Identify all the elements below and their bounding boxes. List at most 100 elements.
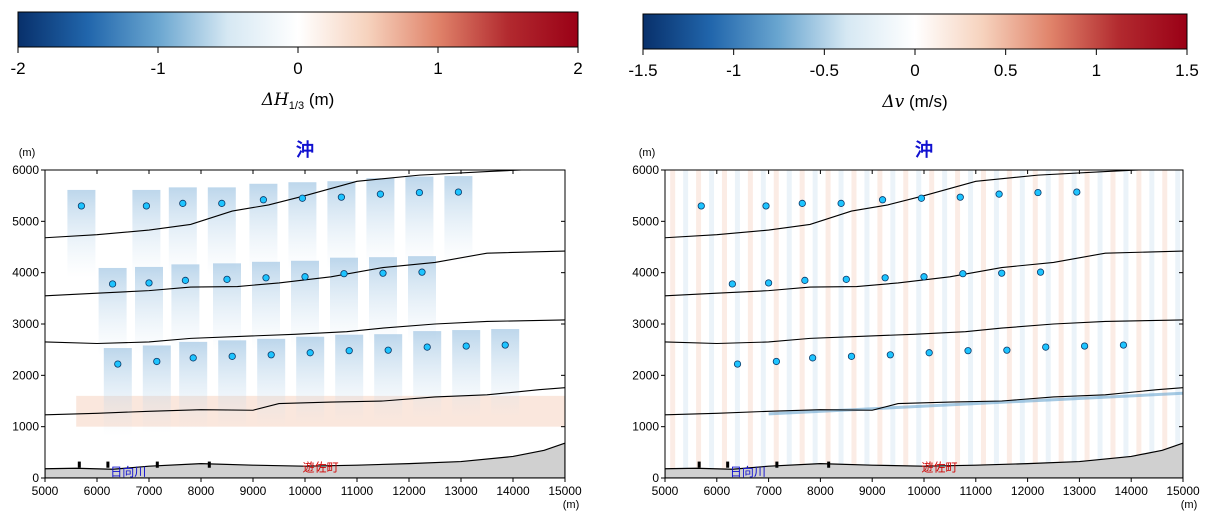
- turbine-marker: [153, 357, 161, 366]
- velocity-streak: [786, 170, 792, 478]
- velocity-streak: [1084, 170, 1090, 478]
- x-tick-label: 13000: [1063, 484, 1097, 498]
- velocity-streak: [683, 170, 689, 478]
- y-unit-label: (m): [19, 147, 36, 159]
- turbine-marker: [1119, 341, 1128, 349]
- colorbar-tick-label: 0.5: [994, 61, 1018, 80]
- turbine-marker: [925, 349, 933, 357]
- x-tick-label: 8000: [807, 484, 834, 498]
- y-tick-label: 4000: [12, 266, 39, 280]
- turbine-marker: [801, 276, 809, 284]
- velocity-streak: [890, 170, 896, 478]
- velocity-streak: [1123, 170, 1129, 478]
- x-axis: 5000 6000 7000 8000 9000 10000 11000 12000 13000…: [32, 170, 582, 511]
- colorbar-tick-label: -1: [726, 61, 741, 80]
- turbine-marker: [733, 360, 742, 368]
- velocity-streak: [799, 170, 805, 478]
- turbine-marker: [423, 343, 431, 351]
- panel-2: -1.5 -1 -0.5 0 0.5 1 1.5 Δv (m/s) 日向川 遊佐町 5000 6000…: [628, 13, 1200, 511]
- turbine-marker: [306, 349, 314, 357]
- turbine-marker: [878, 196, 887, 204]
- velocity-streak: [980, 170, 986, 478]
- turbine-marker: [145, 279, 153, 287]
- map-background: [665, 170, 1183, 478]
- turbine-marker: [1034, 188, 1042, 197]
- velocity-streak: [734, 170, 740, 478]
- colorbar-gradient: [642, 13, 1188, 50]
- velocity-streak: [1175, 170, 1181, 478]
- colorbar-tick-label: 1: [1092, 61, 1101, 80]
- depth-contour: [45, 250, 565, 297]
- velocity-streak: [1032, 170, 1038, 478]
- turbine-marker: [298, 194, 306, 202]
- x-axis: 5000 6000 7000 8000 9000 10000 11000 12000 13000…: [652, 170, 1200, 511]
- pier-structure: [207, 461, 211, 468]
- y-tick-label: 2000: [12, 368, 39, 382]
- turbine-marker: [223, 275, 231, 283]
- turbine-marker: [809, 354, 817, 362]
- velocity-streak: [1136, 170, 1142, 478]
- depth-contour: [45, 319, 565, 345]
- colorbar-label: Δv (m/s): [881, 92, 947, 112]
- y-unit-label: (m): [639, 147, 656, 159]
- turbine-marker: [384, 346, 392, 354]
- x-tick-label: 13000: [444, 484, 478, 498]
- turbine-marker: [886, 351, 894, 359]
- difference-field: [670, 170, 1183, 478]
- panel-1: -2 -1 0 1 2 ΔH1/3 (m) 日向川 遊佐町 5000 6000 7000 8000 90…: [10, 11, 583, 511]
- turbine-marker: [881, 274, 889, 282]
- turbine-marker: [77, 202, 86, 210]
- turbine-marker: [142, 202, 150, 210]
- turbine-marker: [1042, 343, 1050, 351]
- offshore-label: 沖: [915, 139, 933, 161]
- velocity-streak: [1162, 170, 1168, 478]
- turbine-marker: [267, 351, 275, 359]
- map-plot: 日向川 遊佐町: [665, 170, 1183, 478]
- depth-contour: [665, 319, 1183, 345]
- turbine-marker: [109, 280, 117, 288]
- turbine-marker: [837, 199, 845, 207]
- turbine-marker: [728, 280, 736, 288]
- depth-contour: [45, 387, 565, 416]
- depth-contour: [665, 387, 1183, 416]
- pier-structure: [775, 461, 779, 468]
- y-tick-label: 1000: [632, 420, 659, 434]
- velocity-streak: [903, 170, 909, 478]
- negative-streak: [768, 391, 1183, 416]
- x-tick-label: 14000: [1115, 484, 1149, 498]
- land-area: [665, 442, 1183, 478]
- land-area: [45, 442, 565, 478]
- turbine-marker: [964, 347, 972, 355]
- turbine-marker: [181, 276, 189, 284]
- colorbar: -2 -1 0 1 2 ΔH1/3 (m): [10, 11, 583, 112]
- pier-structure: [106, 461, 110, 468]
- velocity-streak: [1110, 170, 1116, 478]
- x-tick-label: 14000: [496, 484, 530, 498]
- colorbar-tick-label: -0.5: [810, 61, 839, 80]
- pier-structure: [155, 461, 159, 468]
- place-label: 日向川: [110, 464, 146, 479]
- colorbar-tick-label: -1.5: [628, 61, 657, 80]
- turbine-marker: [772, 357, 780, 366]
- turbine-marker: [762, 202, 770, 210]
- turbine-marker: [1036, 268, 1045, 276]
- velocity-streak: [877, 170, 883, 478]
- turbine-marker: [998, 269, 1006, 277]
- velocity-streak: [942, 170, 948, 478]
- x-tick-label: 11000: [960, 484, 993, 498]
- turbine-marker: [259, 196, 267, 204]
- x-tick-label: 7000: [755, 484, 782, 498]
- x-tick-label: 15000: [1166, 484, 1200, 498]
- velocity-streak: [1071, 170, 1077, 478]
- turbine-marker: [959, 270, 967, 278]
- x-tick-label: 11000: [341, 484, 374, 498]
- y-tick-label: 1000: [12, 420, 39, 434]
- y-tick-label: 6000: [12, 163, 39, 177]
- turbine-marker: [697, 202, 705, 210]
- turbine-marker: [1073, 188, 1081, 196]
- turbine-marker: [798, 199, 806, 207]
- colorbar-tick-label: -2: [10, 59, 25, 78]
- turbine-marker: [379, 269, 387, 277]
- turbine-marker: [995, 190, 1003, 198]
